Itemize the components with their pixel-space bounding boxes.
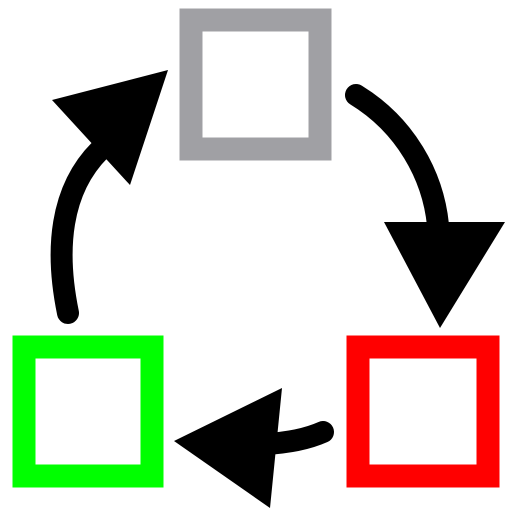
arrow-right-to-left-head — [174, 388, 282, 508]
arrow-top-to-right-head — [384, 222, 505, 328]
arrow-left-to-top — [50, 70, 168, 324]
arrow-top-to-right-shaft — [345, 84, 449, 236]
node-top-gray-square — [179, 8, 332, 161]
arrow-right-to-left — [174, 388, 334, 508]
node-bottom-left-green-square — [12, 335, 164, 488]
arrow-left-to-top-shaft — [50, 139, 111, 324]
node-bottom-right-red-square — [346, 335, 500, 488]
arrow-left-to-top-head — [52, 70, 168, 185]
arrow-top-to-right — [345, 84, 505, 328]
